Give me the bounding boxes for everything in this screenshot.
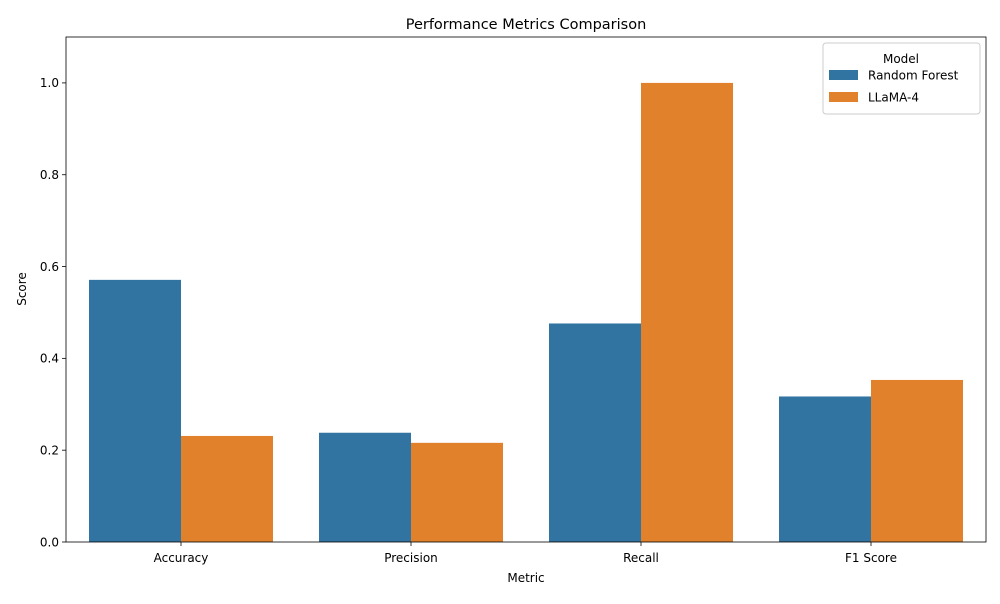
plot-frame (65, 36, 987, 543)
legend-label: Random Forest (868, 69, 959, 83)
y-tick-label: 0.2 (40, 443, 59, 457)
x-tick-label: F1 Score (845, 551, 897, 565)
bar-random-forest-f1-score (779, 396, 871, 542)
y-axis-title: Score (15, 272, 29, 306)
x-axis-ticks: Accuracy Precision Recall F1 Score (154, 542, 897, 565)
legend: Model Random Forest LLaMA-4 (822, 42, 981, 115)
bar-random-forest-precision (319, 432, 411, 542)
y-tick-label: 1.0 (40, 76, 59, 90)
legend-swatch (829, 92, 858, 102)
x-axis-title: Metric (507, 571, 544, 585)
bar-llama-4-precision (411, 442, 503, 542)
y-tick-label: 0.6 (40, 260, 59, 274)
bar-random-forest-recall (549, 323, 641, 542)
legend-label: LLaMA-4 (868, 91, 919, 105)
legend-box (822, 42, 981, 115)
chart-title: Performance Metrics Comparison (406, 17, 647, 33)
x-tick-label: Precision (384, 551, 438, 565)
x-tick-label: Recall (623, 551, 659, 565)
y-tick-label: 0.8 (40, 168, 59, 182)
axes-layer (65, 36, 987, 543)
legend-title: Model (883, 52, 919, 66)
legend-swatch (829, 70, 858, 80)
bars-layer (89, 82, 963, 542)
x-tick-label: Accuracy (154, 551, 209, 565)
y-tick-label: 0.4 (40, 352, 59, 366)
y-tick-label: 0.0 (40, 535, 59, 549)
y-axis-ticks: 0.0 0.2 0.4 0.6 0.8 1.0 (40, 76, 66, 549)
bar-random-forest-accuracy (89, 279, 181, 542)
legend-items: Random Forest LLaMA-4 (829, 69, 959, 105)
bar-llama-4-recall (641, 82, 733, 542)
bar-llama-4-f1-score (871, 379, 963, 542)
bar-llama-4-accuracy (181, 435, 273, 542)
